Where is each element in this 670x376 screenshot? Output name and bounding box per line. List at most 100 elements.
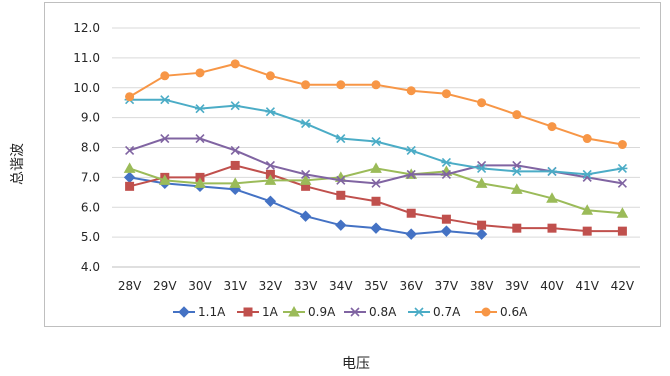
- data-point: [229, 177, 242, 188]
- data-point: [441, 169, 451, 179]
- legend: 1.1A 1A 0.9A 0.8A 0.7A 0.6A: [173, 305, 528, 319]
- legend-marker: [243, 307, 253, 317]
- data-point: [371, 196, 381, 206]
- data-point: [406, 145, 417, 156]
- legend-item: 0.6A: [475, 305, 528, 319]
- data-point: [230, 59, 240, 69]
- data-point: [582, 134, 592, 144]
- data-point: [371, 136, 381, 147]
- data-point: [125, 181, 135, 191]
- x-tick-label: 33V: [294, 279, 318, 293]
- data-point: [160, 133, 170, 144]
- data-point: [125, 145, 135, 156]
- data-point: [617, 163, 628, 173]
- data-point: [477, 220, 487, 230]
- data-point: [230, 101, 241, 111]
- series-0.8A: [125, 133, 627, 188]
- data-point: [336, 80, 346, 90]
- data-point: [617, 140, 627, 150]
- data-point: [160, 71, 170, 81]
- data-point: [230, 160, 240, 170]
- data-point: [512, 110, 522, 120]
- y-tick-label: 7.0: [81, 170, 100, 184]
- legend-label: 0.6A: [500, 305, 528, 319]
- x-tick-label: 37V: [435, 279, 459, 293]
- legend-label: 1.1A: [198, 305, 226, 319]
- data-point: [123, 171, 136, 184]
- data-point: [194, 177, 206, 188]
- series-line: [129, 62, 623, 146]
- data-point: [336, 175, 346, 185]
- x-axis-title: 电压: [342, 356, 370, 372]
- x-tick-label: 42V: [611, 279, 635, 293]
- y-tick-label: 5.0: [81, 230, 100, 244]
- data-point: [265, 107, 276, 117]
- data-point: [300, 119, 311, 129]
- x-tick-label: 41V: [575, 279, 599, 293]
- legend-item: 0.9A: [283, 305, 336, 319]
- data-point: [512, 223, 522, 233]
- x-tick-label: 29V: [153, 279, 177, 293]
- legend-item: 0.8A: [344, 305, 397, 319]
- data-point: [475, 177, 488, 188]
- data-point: [547, 122, 557, 132]
- data-point: [510, 183, 523, 194]
- data-point: [511, 166, 522, 176]
- data-point: [371, 80, 381, 90]
- x-tick-label: 38V: [470, 279, 494, 293]
- data-point: [406, 86, 416, 96]
- x-tick-label: 31V: [223, 279, 247, 293]
- data-point: [264, 195, 277, 207]
- legend-label: 0.8A: [369, 305, 397, 319]
- y-tick-label: 6.0: [81, 200, 100, 214]
- x-tick-label: 39V: [505, 279, 529, 293]
- data-point: [405, 228, 417, 240]
- x-tick-label: 30V: [188, 279, 212, 293]
- data-point: [336, 190, 346, 200]
- legend-marker: [414, 307, 424, 317]
- chart-area: [44, 2, 661, 327]
- data-point: [477, 98, 487, 108]
- y-tick-label: 8.0: [81, 141, 100, 155]
- data-point: [195, 133, 205, 144]
- legend-item: 1A: [237, 305, 279, 319]
- y-tick-label: 10.0: [73, 81, 100, 95]
- data-point: [125, 92, 135, 102]
- data-point: [371, 178, 381, 188]
- data-point: [582, 226, 592, 236]
- data-point: [265, 160, 275, 170]
- data-point: [582, 169, 593, 179]
- data-point: [581, 204, 594, 215]
- data-point: [301, 80, 311, 90]
- data-point: [546, 192, 558, 203]
- data-point: [335, 219, 347, 231]
- x-tick-label: 36V: [399, 279, 423, 293]
- data-point: [370, 222, 382, 234]
- data-point: [617, 178, 627, 188]
- data-point: [264, 174, 277, 185]
- data-point: [195, 104, 205, 114]
- data-point: [616, 207, 629, 218]
- legend-item: 0.7A: [408, 305, 461, 319]
- data-point: [301, 169, 311, 179]
- data-point: [299, 210, 312, 222]
- x-tick-label: 34V: [329, 279, 353, 293]
- data-point: [230, 145, 240, 156]
- legend-label: 0.7A: [433, 305, 461, 319]
- data-point: [547, 166, 557, 176]
- series-lines: [123, 59, 629, 240]
- data-point: [159, 95, 170, 105]
- data-point: [406, 208, 416, 218]
- legend-marker: [481, 307, 491, 317]
- legend-item: 1.1A: [173, 305, 226, 319]
- data-point: [441, 157, 452, 168]
- axes: 4.0 5.0 6.0 7.0 8.0 9.0 10.0 11.0 12.0 28V 29V 30V 3…: [73, 21, 640, 293]
- legend-label: 0.9A: [308, 305, 336, 319]
- data-point: [476, 163, 487, 173]
- data-point: [406, 169, 416, 179]
- series-0.6A: [125, 59, 627, 150]
- legend-marker: [350, 307, 360, 317]
- legend-marker: [288, 305, 300, 317]
- data-point: [335, 133, 346, 144]
- y-tick-label: 9.0: [81, 111, 100, 125]
